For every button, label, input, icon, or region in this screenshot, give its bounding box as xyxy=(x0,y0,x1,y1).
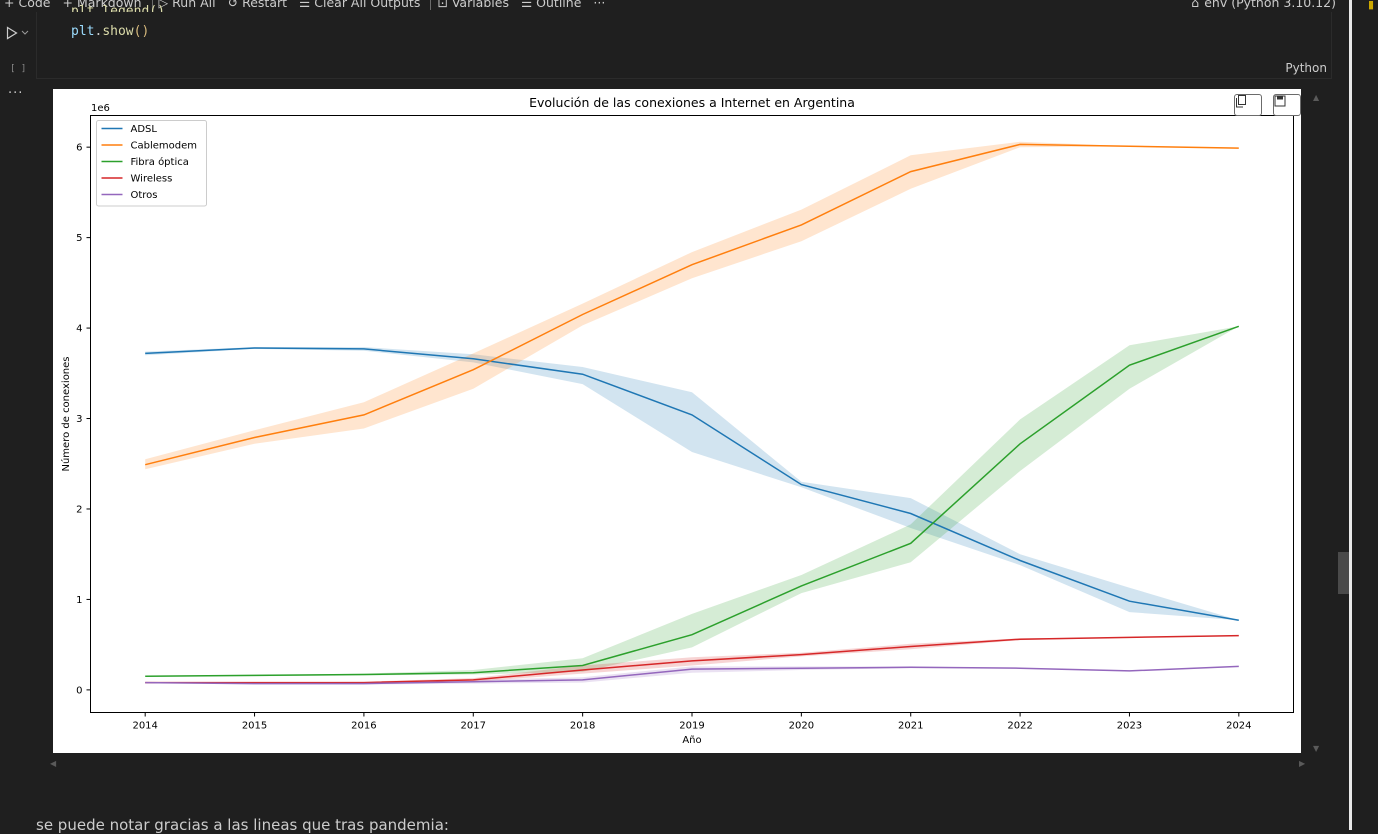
code-line-legend[interactable]: plt.legend() xyxy=(71,5,165,12)
save-icon xyxy=(1274,95,1286,107)
x-tick-label: 2020 xyxy=(789,721,814,732)
y-tick-label: 1 xyxy=(76,595,82,606)
legend-label: Cablemodem xyxy=(131,141,198,152)
run-all-icon: ▷ xyxy=(158,0,169,10)
kernel-picker[interactable]: ⌂ env (Python 3.10.12) xyxy=(1191,0,1336,10)
x-tick-label: 2021 xyxy=(898,721,923,732)
add-markdown-button[interactable]: + Markdown xyxy=(59,0,150,10)
variables-button[interactable]: ⊡ Variables xyxy=(433,0,517,10)
series-line-wireless xyxy=(145,634,1239,684)
y-tick-label: 3 xyxy=(76,414,82,425)
scroll-down-icon[interactable]: ▼ xyxy=(1313,744,1320,753)
x-tick-label: 2019 xyxy=(679,721,704,732)
add-code-label: Code xyxy=(18,0,51,10)
run-cell-button[interactable] xyxy=(6,25,34,41)
ci-band-cablemodem xyxy=(145,141,1239,470)
editor-scrollbar-track[interactable] xyxy=(1349,0,1352,830)
y-tick-label: 4 xyxy=(76,324,82,335)
ci-band-fibra-ptica xyxy=(145,326,1239,677)
run-all-label: Run All xyxy=(172,0,216,10)
series-line-adsl xyxy=(145,347,1239,621)
clear-outputs-label: Clear All Outputs xyxy=(314,0,421,10)
variables-icon: ⊡ xyxy=(437,0,448,10)
outline-icon: ☰ xyxy=(520,0,533,10)
play-icon xyxy=(6,26,18,40)
restart-label: Restart xyxy=(242,0,288,10)
clear-outputs-button[interactable]: ☰ Clear All Outputs xyxy=(295,0,428,10)
x-tick-label: 2017 xyxy=(461,721,486,732)
variables-label: Variables xyxy=(451,0,509,10)
plot-output: 2014 2015 2016 2017 2018 2019 2020 2021 2022 2023… xyxy=(53,89,1301,753)
x-tick-label: 2016 xyxy=(351,721,376,732)
scroll-up-icon[interactable]: ▲ xyxy=(1313,93,1320,102)
plus-icon: + xyxy=(62,0,73,10)
code-line-show[interactable]: plt.show() xyxy=(71,24,149,40)
restart-button[interactable]: ↺ Restart xyxy=(224,0,295,10)
chevron-down-icon[interactable] xyxy=(21,30,29,36)
more-label: ··· xyxy=(593,0,606,10)
chart-title: Evolución de las conexiones a Internet e… xyxy=(529,95,855,110)
line-chart: 2014 2015 2016 2017 2018 2019 2020 2021 2022 2023… xyxy=(60,95,1294,746)
restart-icon: ↺ xyxy=(227,0,239,10)
series-line-cablemodem xyxy=(145,143,1239,466)
run-all-button[interactable]: ▷ Run All xyxy=(155,0,224,10)
copy-image-button[interactable] xyxy=(1234,94,1262,116)
legend-frame xyxy=(96,120,207,207)
code-cell[interactable] xyxy=(36,12,1332,79)
series-line-otros xyxy=(145,665,1239,685)
save-image-button[interactable] xyxy=(1273,94,1301,116)
cell-language-label[interactable]: Python xyxy=(1285,61,1327,75)
kernel-label: env (Python 3.10.12) xyxy=(1204,0,1336,10)
series-line-fibra-ptica xyxy=(145,325,1240,678)
scroll-right-icon[interactable]: ▶ xyxy=(1299,759,1306,768)
output-more-button[interactable]: ··· xyxy=(8,86,24,101)
legend-label: Wireless xyxy=(131,174,173,185)
code-token-fn: show xyxy=(102,24,134,39)
x-tick-label: 2023 xyxy=(1117,721,1142,732)
clear-all-icon: ☰ xyxy=(299,0,311,10)
x-tick-label: 2014 xyxy=(132,721,157,732)
plus-icon: + xyxy=(4,0,15,10)
x-tick-label: 2022 xyxy=(1007,721,1032,732)
add-markdown-label: Markdown xyxy=(76,0,142,10)
execution-count: [ ] xyxy=(10,64,27,74)
legend-label: ADSL xyxy=(131,124,158,135)
outline-label: Outline xyxy=(536,0,582,10)
y-axis-label: Número de conexiones xyxy=(60,356,72,471)
copy-icon xyxy=(1236,95,1246,108)
code-token-obj: plt xyxy=(71,24,95,39)
y-tick-label: 6 xyxy=(76,143,82,154)
ci-band-wireless xyxy=(145,635,1239,684)
x-axis-label: Año xyxy=(682,735,701,746)
add-code-button[interactable]: + Code xyxy=(0,0,59,10)
code-token-parens: () xyxy=(133,24,150,39)
y-tick-label: 0 xyxy=(76,685,82,696)
vertical-scrollbar-thumb[interactable] xyxy=(1338,552,1349,594)
kernel-icon: ⌂ xyxy=(1191,0,1200,10)
legend-label: Fibra óptica xyxy=(131,156,189,168)
toolbar-separator xyxy=(151,0,153,10)
ci-band-adsl xyxy=(145,347,1239,621)
warning-icon: ▮ xyxy=(1367,0,1374,11)
y-offset-label: 1e6 xyxy=(91,103,110,114)
y-tick-label: 5 xyxy=(76,233,82,244)
scroll-left-icon[interactable]: ◀ xyxy=(50,759,57,768)
legend: ADSL Cablemodem Fibra óptica Wireless Otros xyxy=(96,120,207,207)
more-actions-button[interactable]: ··· xyxy=(589,0,613,10)
outline-button[interactable]: ☰ Outline xyxy=(517,0,589,10)
x-tick-label: 2015 xyxy=(242,721,267,732)
markdown-cell-text: se puede notar gracias a las lineas que … xyxy=(36,816,449,834)
x-tick-label: 2018 xyxy=(570,721,595,732)
code-token-dot: . xyxy=(94,24,103,39)
notebook-toolbar: + Code + Markdown ▷ Run All ↺ Restart ☰ Clear… xyxy=(0,0,1378,12)
legend-label: Otros xyxy=(131,190,158,201)
x-tick-label: 2024 xyxy=(1226,721,1251,732)
toolbar-separator xyxy=(430,0,432,10)
y-tick-label: 2 xyxy=(76,504,82,515)
toolbar-actions: + Code + Markdown ▷ Run All ↺ Restart ☰ Clear… xyxy=(0,0,613,10)
